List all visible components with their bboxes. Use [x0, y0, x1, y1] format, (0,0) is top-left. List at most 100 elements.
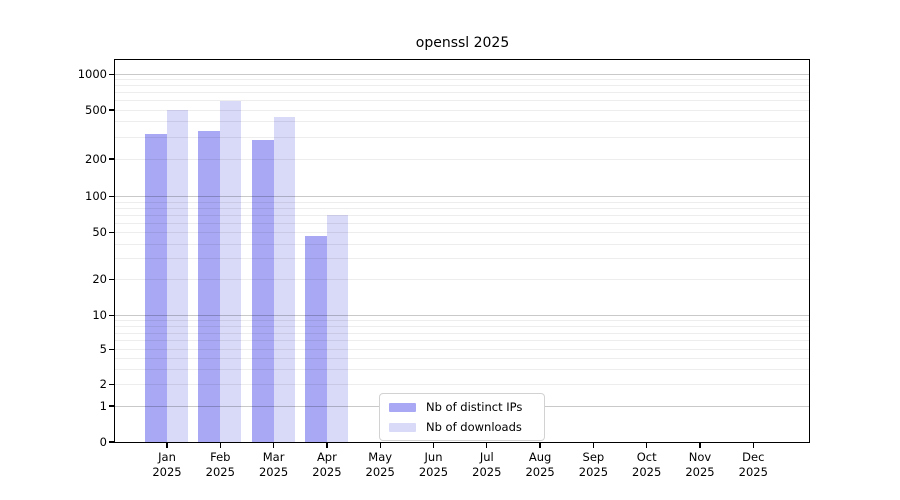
gridline-minor: [115, 326, 809, 328]
gridline-minor: [115, 243, 809, 245]
bar-nb-of-distinct-ips-apr: [304, 235, 327, 442]
y-tick-mark: [108, 158, 114, 160]
gridline-minor: [115, 320, 809, 322]
plot-area: 0 1 2 5 10 20 50 100 200 500 1000 Jan 2025 Feb 2025 Mar…: [78, 59, 810, 479]
gridline-minor: [115, 349, 809, 351]
x-tick-month: Jun: [424, 450, 443, 464]
y-tick-label: 0: [99, 434, 107, 449]
gridline-minor: [115, 207, 809, 209]
gridline-minor: [115, 332, 809, 334]
x-tick-mark: [326, 443, 328, 448]
x-tick-mark: [646, 443, 648, 448]
x-tick-label-dec: Dec 2025: [721, 450, 785, 480]
x-tick-mark: [539, 443, 541, 448]
y-tick-label: 1: [99, 398, 107, 413]
gridline-minor: [115, 100, 809, 102]
x-tick-year: 2025: [205, 465, 235, 479]
legend-item-distinct-ips: Nb of distinct IPs: [389, 397, 535, 417]
y-tick-label: 10: [92, 308, 107, 323]
y-tick-mark: [108, 279, 114, 281]
gridline-minor: [115, 109, 809, 111]
x-tick-mark: [166, 443, 168, 448]
x-tick-month: Aug: [528, 450, 552, 464]
x-tick-year: 2025: [365, 465, 395, 479]
gridline-minor: [115, 232, 809, 234]
gridline-major: [115, 73, 809, 75]
y-tick-label: 5: [99, 342, 107, 357]
gridline-minor: [115, 214, 809, 216]
x-tick-year: 2025: [685, 465, 715, 479]
x-tick-month: Apr: [316, 450, 337, 464]
x-tick-mark: [752, 443, 754, 448]
gridline-minor: [115, 222, 809, 224]
y-tick-mark: [108, 441, 114, 443]
legend-item-downloads: Nb of downloads: [389, 417, 535, 437]
y-tick-mark: [108, 109, 114, 111]
x-tick-month: Dec: [742, 450, 765, 464]
y-tick-label: 1000: [77, 66, 107, 81]
x-tick-mark: [432, 443, 435, 448]
legend-swatch-downloads: [389, 422, 416, 432]
x-tick-label-oct: Oct 2025: [615, 450, 679, 480]
x-tick-year: 2025: [258, 465, 289, 479]
bar-nb-of-downloads-mar: [273, 116, 295, 442]
y-tick-mark: [108, 195, 114, 198]
y-tick-label: 2: [99, 377, 107, 392]
y-tick-mark: [108, 231, 114, 234]
x-tick-month: Jul: [479, 450, 494, 464]
x-tick-label-aug: Aug 2025: [508, 450, 572, 480]
legend-label-distinct-ips: Nb of distinct IPs: [426, 400, 523, 414]
x-tick-label-feb: Feb 2025: [188, 450, 252, 480]
x-tick-year: 2025: [152, 465, 182, 479]
x-tick-month: Nov: [688, 450, 712, 464]
gridline-minor: [115, 279, 809, 281]
gridline-minor: [115, 136, 809, 138]
x-tick-label-jan: Jan 2025: [135, 450, 199, 480]
ticks-layer: 0 1 2 5 10 20 50 100 200 500 1000 Jan 2025 Feb 2025 Mar…: [78, 60, 809, 479]
gridline-major: [115, 196, 809, 198]
y-tick-label: 200: [85, 151, 107, 166]
x-tick-month: Feb: [210, 450, 231, 464]
x-tick-mark: [699, 443, 701, 448]
bar-nb-of-downloads-feb: [220, 100, 242, 442]
x-tick-year: 2025: [525, 465, 555, 479]
gridline-minor: [115, 384, 809, 386]
gridline-minor: [115, 121, 809, 123]
x-tick-mark: [219, 443, 221, 448]
gridline-minor: [115, 258, 809, 260]
x-tick-month: May: [368, 450, 393, 464]
x-tick-mark: [379, 443, 381, 448]
bar-nb-of-distinct-ips-jan: [145, 133, 167, 442]
x-tick-label-may: May 2025: [348, 450, 412, 480]
x-tick-month: Mar: [262, 450, 285, 464]
y-tick-mark: [108, 73, 114, 75]
y-tick-label: 100: [85, 189, 107, 204]
bar-nb-of-downloads-apr: [326, 215, 348, 442]
bar-nb-of-distinct-ips-mar: [251, 140, 274, 442]
x-tick-label-jul: Jul 2025: [455, 450, 519, 480]
x-tick-label-apr: Apr 2025: [295, 450, 359, 480]
gridline-minor: [115, 357, 809, 359]
chart-legend: Nb of distinct IPs Nb of downloads: [379, 393, 545, 441]
gridline-minor: [115, 79, 809, 81]
x-tick-year: 2025: [578, 465, 609, 479]
gridline-minor: [115, 340, 809, 342]
gridline-minor: [115, 368, 809, 370]
x-tick-month: Jan: [158, 450, 176, 464]
chart-title: openssl 2025: [415, 35, 510, 51]
gridline-minor: [115, 158, 809, 160]
legend-swatch-distinct-ips: [389, 402, 416, 412]
legend-label-downloads: Nb of downloads: [426, 420, 522, 434]
x-tick-mark: [592, 443, 595, 448]
x-tick-year: 2025: [632, 465, 662, 479]
y-tick-label: 500: [85, 102, 107, 117]
x-tick-label-nov: Nov 2025: [668, 450, 732, 480]
x-tick-mark: [486, 443, 488, 448]
x-tick-year: 2025: [472, 465, 502, 479]
gridline-minor: [115, 92, 809, 94]
x-tick-month: Oct: [636, 450, 657, 464]
x-tick-year: 2025: [738, 465, 768, 479]
x-tick-label-sep: Sep 2025: [561, 450, 625, 480]
x-tick-year: 2025: [418, 465, 449, 479]
x-tick-year: 2025: [312, 465, 342, 479]
